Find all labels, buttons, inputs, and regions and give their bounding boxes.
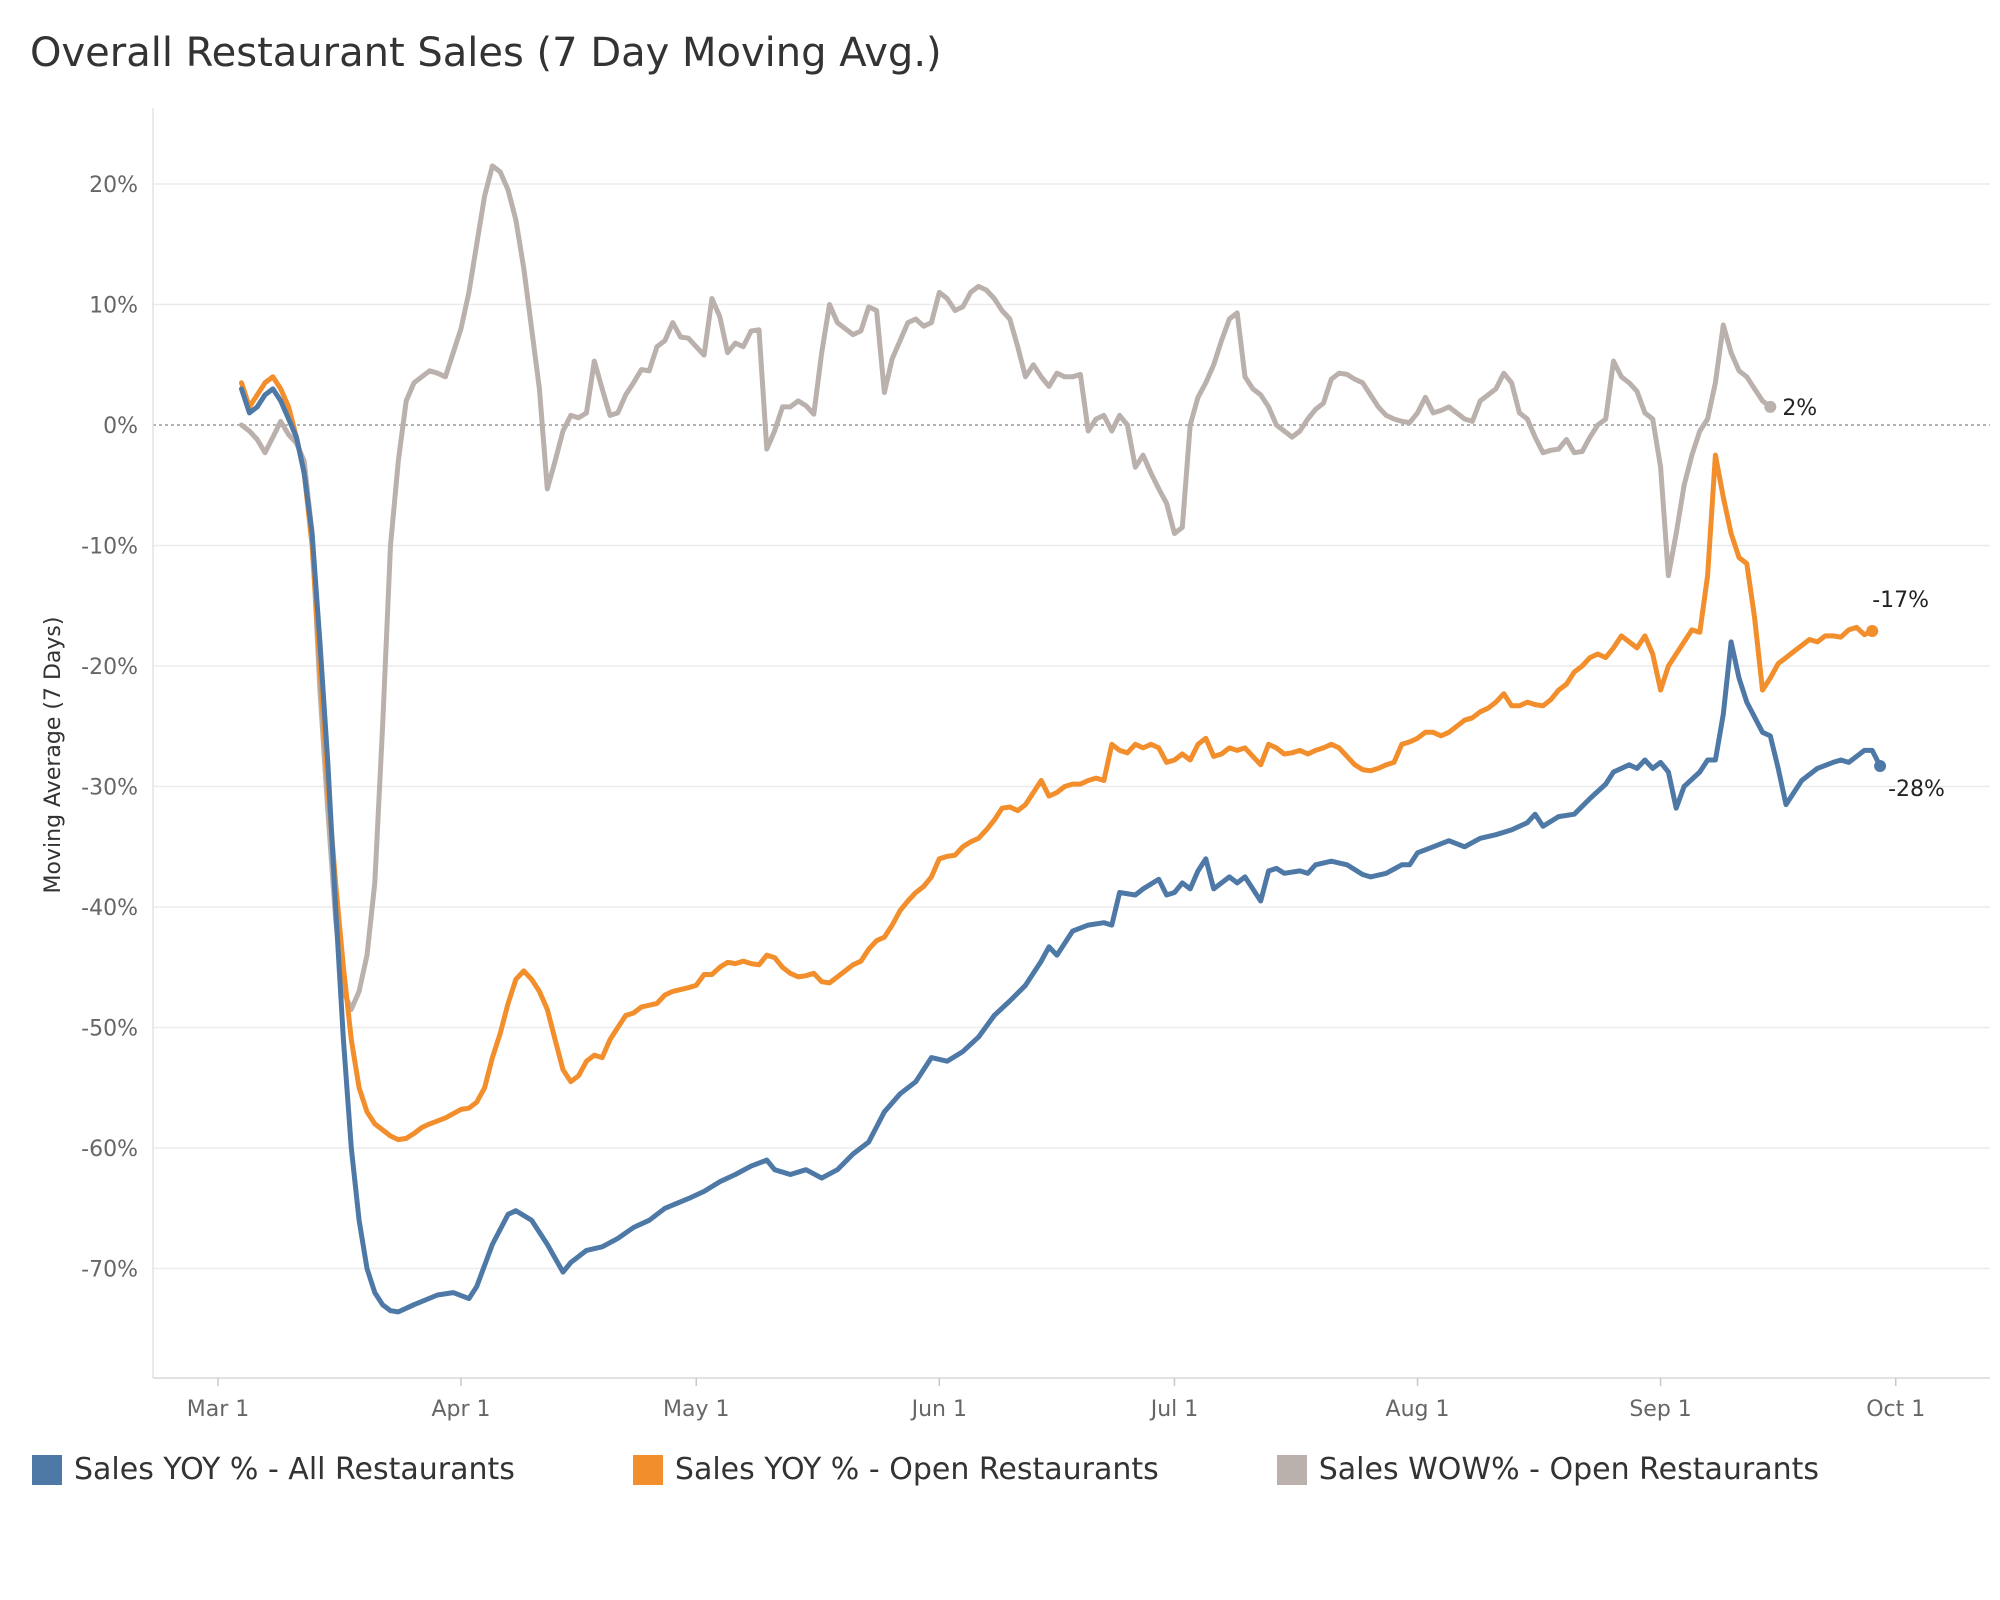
- line-chart: 20% 10% 0% -10% -20% -30% -40% -50% -60% -70% Mar …: [41, 108, 1990, 1422]
- series-end-label: -17%: [1872, 588, 1929, 613]
- x-tick-label: May 1: [663, 1397, 729, 1422]
- series-line-open-restaurants-yoy: [239, 374, 1875, 1143]
- series-end-point: [1764, 400, 1777, 413]
- legend-label: Sales YOY % - Open Restaurants: [674, 1452, 1159, 1487]
- x-tick-label: Mar 1: [187, 1397, 250, 1422]
- legend-swatch-blue: [32, 1454, 62, 1485]
- series-end-label: -28%: [1888, 777, 1945, 802]
- legend-item-open-restaurants-wow[interactable]: Sales WOW% - Open Restaurants: [1276, 1452, 1820, 1487]
- y-tick-label: -30%: [81, 776, 138, 801]
- series-lines: [239, 163, 1887, 1315]
- x-tick-label: Aug 1: [1386, 1397, 1450, 1422]
- legend-swatch-orange: [632, 1454, 663, 1485]
- legend-label: Sales YOY % - All Restaurants: [74, 1452, 515, 1487]
- legend-item-open-restaurants-yoy[interactable]: Sales YOY % - Open Restaurants: [632, 1452, 1159, 1487]
- legend-label: Sales WOW% - Open Restaurants: [1318, 1452, 1820, 1487]
- y-tick-label: -60%: [81, 1137, 138, 1162]
- x-tick-label: Sep 1: [1629, 1397, 1691, 1422]
- series-line-open-restaurants-wow: [239, 163, 1773, 1012]
- series-end-label: 2%: [1782, 396, 1817, 421]
- end-labels: 2% -17% -28%: [1782, 396, 1945, 802]
- chart-title: Overall Restaurant Sales (7 Day Moving A…: [30, 30, 942, 76]
- y-tick-label: -40%: [81, 896, 138, 921]
- series-end-point: [1874, 760, 1887, 773]
- y-tick-label: -20%: [81, 655, 138, 680]
- legend-item-all-restaurants[interactable]: Sales YOY % - All Restaurants: [32, 1452, 515, 1487]
- y-tick-label: 0%: [103, 414, 138, 439]
- x-tick-label: Oct 1: [1866, 1397, 1925, 1422]
- y-tick-label: -50%: [81, 1017, 138, 1042]
- legend: Sales YOY % - All Restaurants Sales YOY …: [32, 1452, 1937, 1487]
- axes: 20% 10% 0% -10% -20% -30% -40% -50% -60% -70% Mar …: [41, 108, 1990, 1422]
- y-tick-label: -70%: [81, 1258, 138, 1283]
- y-tick-label: 10%: [89, 294, 138, 319]
- gridlines: [153, 183, 1990, 1270]
- series-end-point: [1866, 625, 1879, 638]
- series-line-all-restaurants: [239, 386, 1883, 1315]
- x-tick-label: Jul 1: [1149, 1397, 1199, 1422]
- x-tick-label: Apr 1: [432, 1397, 491, 1422]
- legend-swatch-gray: [1276, 1454, 1307, 1485]
- x-tick-label: Jun 1: [910, 1397, 967, 1422]
- y-axis-title: Moving Average (7 Days): [41, 617, 66, 894]
- y-tick-label: 20%: [89, 173, 138, 198]
- y-tick-label: -10%: [81, 535, 138, 560]
